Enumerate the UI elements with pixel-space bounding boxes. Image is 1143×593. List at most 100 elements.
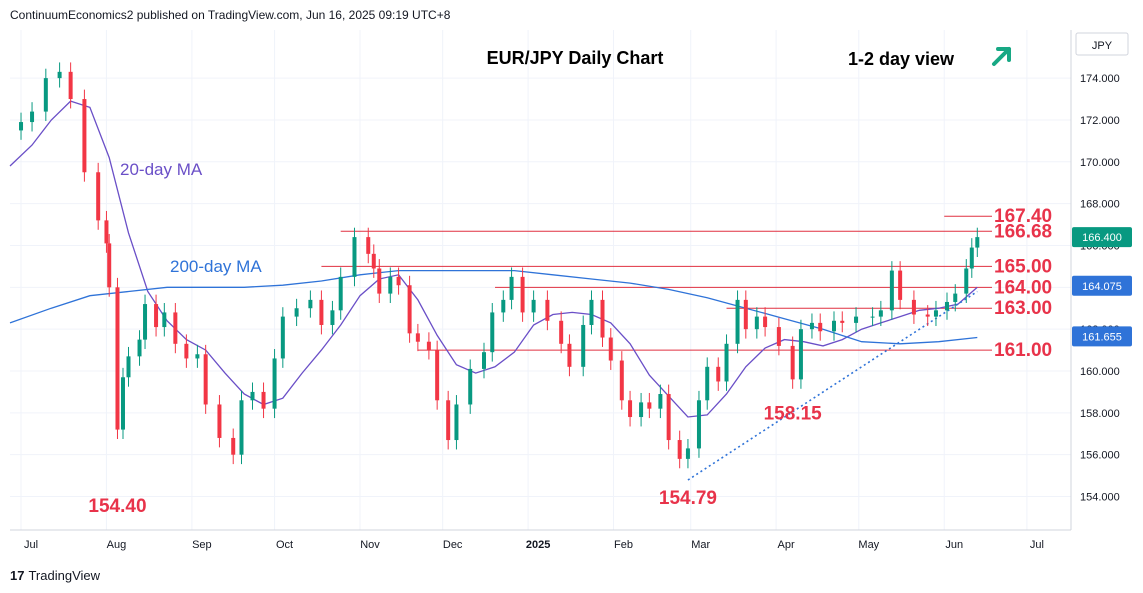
y-tick-label: 154.000 (1080, 492, 1120, 504)
candle-body (280, 316, 285, 359)
candle-body (396, 276, 401, 286)
candle-body (104, 220, 109, 244)
low-label: 158.15 (764, 404, 823, 425)
level-label: 164.00 (994, 277, 1052, 298)
candle-body (696, 400, 701, 449)
y-tick-label: 174.000 (1080, 73, 1120, 85)
y-tick-label: 156.000 (1080, 450, 1120, 462)
candle-body (628, 400, 633, 418)
candle-body (217, 404, 222, 438)
candle-body (82, 99, 87, 173)
candle-body (426, 341, 431, 351)
candle-body (96, 172, 101, 221)
ma-line (9, 269, 978, 345)
x-tick-label: Nov (360, 539, 380, 551)
tradingview-logo-icon: 17 (10, 568, 25, 583)
candle-body (143, 304, 148, 340)
level-label: 167.40 (994, 206, 1052, 227)
level-label: 165.00 (994, 256, 1052, 277)
tradingview-footer[interactable]: 17 TradingView (10, 568, 100, 583)
candle-body (454, 404, 459, 441)
candle-body (776, 327, 781, 346)
candle-body (446, 400, 451, 441)
candle-body (43, 78, 48, 112)
trendline-line (687, 290, 978, 481)
candle-body (878, 310, 883, 317)
price-tag (1072, 275, 1132, 296)
candle-body (371, 253, 376, 269)
y-tick-label: 172.000 (1080, 115, 1120, 127)
x-tick-label: May (858, 539, 879, 551)
candle-body (969, 247, 974, 269)
x-tick-label: Sep (192, 539, 212, 551)
candle-body (975, 237, 980, 248)
x-tick-label: Apr (778, 539, 795, 551)
candle-body (735, 299, 740, 344)
moving-averages (9, 100, 978, 418)
candle-body (19, 122, 24, 131)
candle-body (559, 320, 564, 344)
candle-body (716, 366, 721, 382)
candle-body (435, 350, 440, 401)
price-tag-label: 161.655 (1082, 331, 1122, 343)
candle-body (705, 366, 710, 401)
tradingview-brand: TradingView (28, 568, 101, 583)
candle-body (319, 299, 324, 325)
candle-body (677, 440, 682, 459)
candle-body (567, 343, 572, 367)
currency-label[interactable]: JPY (1092, 40, 1113, 52)
candle-body (854, 316, 859, 323)
price-tag (1072, 326, 1132, 347)
x-tick-label: 2025 (526, 539, 550, 551)
candle-body (250, 391, 255, 401)
candle-body (330, 310, 335, 325)
candle-body (898, 270, 903, 300)
candle-body (790, 345, 795, 380)
candle-body (407, 285, 412, 334)
price-tags: 166.400 164.075 161.655 (1072, 227, 1132, 347)
candle-body (482, 352, 487, 369)
price-tag (1072, 227, 1132, 248)
candle-body (933, 310, 938, 317)
level-label: 163.00 (994, 298, 1052, 319)
candle-body (231, 437, 236, 455)
candle-body (685, 448, 690, 459)
candle-body (608, 337, 613, 361)
candle-body (840, 320, 845, 323)
low-label: 154.79 (659, 488, 717, 509)
candle-body (743, 299, 748, 330)
candle-body (581, 324, 586, 367)
candlesticks (19, 62, 980, 469)
candle-body (831, 320, 836, 332)
candle-body (415, 333, 420, 342)
up-right-arrow-icon (992, 47, 1011, 66)
candle-body (154, 304, 159, 328)
price-tag-label: 166.400 (1082, 232, 1122, 244)
candle-body (545, 299, 550, 321)
candle-body (870, 316, 875, 318)
candle-body (184, 343, 189, 359)
y-tick-label: 170.000 (1080, 157, 1120, 169)
chart-title: EUR/JPY Daily Chart (487, 48, 664, 68)
candle-body (308, 299, 313, 309)
candle-body (531, 299, 536, 313)
candle-body (203, 354, 208, 405)
candle-body (911, 299, 916, 315)
candle-body (724, 343, 729, 382)
candle-body (261, 391, 266, 409)
x-tick-label: Dec (443, 539, 463, 551)
candle-body (377, 268, 382, 294)
ma20-label: 20-day MA (120, 160, 203, 179)
chart-subtitle: 1-2 day view (848, 49, 955, 69)
publisher-header: ContinuumEconomics2 published on Trading… (10, 8, 451, 22)
candle-body (818, 322, 823, 332)
time-axis[interactable]: Jul Aug Sep Oct Nov Dec 2025 Feb Mar Apr May Jun Jul (24, 539, 1044, 551)
candle-body (647, 402, 652, 409)
candle-body (120, 377, 125, 430)
candle-body (137, 339, 142, 357)
ma-line (9, 100, 978, 418)
grid-lines (10, 30, 1071, 530)
candle-body (639, 402, 644, 418)
candle-body (162, 312, 167, 328)
